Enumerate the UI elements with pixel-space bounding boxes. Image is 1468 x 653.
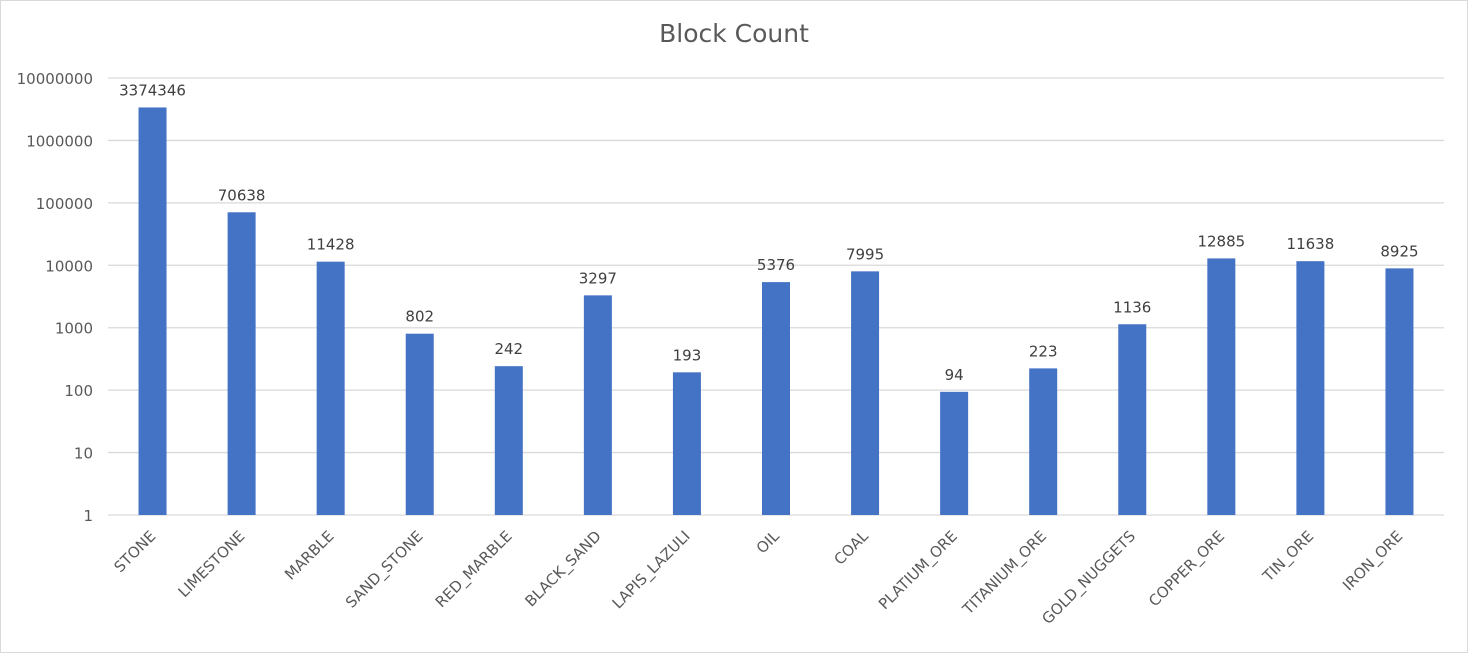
bar	[1207, 258, 1236, 515]
y-tick-label: 10000	[45, 257, 93, 275]
x-tick-label: OIL	[753, 527, 784, 558]
y-tick-label: 100000	[36, 195, 93, 213]
x-tick-label: COAL	[830, 527, 872, 569]
x-tick-label: PLATIUM_ORE	[875, 527, 962, 614]
x-tick-label: BLACK_SAND	[522, 527, 606, 611]
x-tick-label: LIMESTONE	[175, 527, 249, 601]
bar	[316, 261, 345, 515]
data-label: 242	[494, 340, 523, 358]
data-label: 193	[673, 346, 702, 364]
x-tick-label: SAND_STONE	[342, 527, 427, 612]
bars	[138, 107, 1414, 516]
x-axis-tick-labels: STONE LIMESTONE MARBLE SAND_STONE RED_MARBLE…	[110, 527, 1407, 629]
chart-title: Block Count	[659, 19, 809, 48]
x-tick-label: COPPER_ORE	[1145, 527, 1229, 611]
y-tick-label: 10	[74, 445, 93, 463]
bar	[1296, 261, 1325, 515]
bar	[583, 295, 612, 515]
y-tick-label: 10000000	[17, 70, 93, 88]
x-tick-label: LAPIS_LAZULI	[609, 527, 695, 613]
y-tick-label: 100	[64, 382, 93, 400]
data-label: 11428	[307, 236, 355, 254]
x-tick-label: STONE	[110, 527, 159, 576]
data-label: 5376	[757, 256, 795, 274]
bar	[940, 391, 969, 515]
data-label: 802	[405, 308, 434, 326]
bar	[227, 212, 256, 515]
data-label: 7995	[846, 245, 884, 263]
data-label: 1136	[1113, 298, 1151, 316]
x-tick-label: TIN_ORE	[1259, 527, 1318, 586]
data-label: 12885	[1197, 232, 1245, 250]
bar	[138, 107, 167, 516]
data-label: 3297	[579, 269, 617, 287]
data-label: 3374346	[119, 81, 186, 99]
bar	[405, 333, 434, 515]
x-tick-label: IRON_ORE	[1339, 527, 1407, 595]
bar	[1118, 324, 1147, 515]
y-tick-label: 1000000	[26, 132, 93, 150]
bar	[1029, 368, 1058, 515]
data-label: 223	[1029, 342, 1058, 360]
data-label: 70638	[218, 186, 266, 204]
y-tick-label: 1	[83, 507, 93, 525]
bar	[851, 271, 880, 515]
data-labels: 3374346 70638 11428 802 242 3297 193 5376 7995 94…	[119, 81, 1418, 383]
x-tick-label: RED_MARBLE	[432, 527, 517, 612]
x-tick-label: MARBLE	[281, 527, 337, 583]
x-tick-label: GOLD_NUGGETS	[1038, 527, 1139, 628]
y-tick-label: 1000	[55, 320, 93, 338]
data-label: 11638	[1287, 235, 1335, 253]
y-axis-tick-labels: 1 10 100 1000 10000 100000 1000000 10000000	[17, 70, 93, 525]
bar	[1385, 268, 1414, 515]
bar	[494, 366, 523, 515]
data-label: 8925	[1380, 242, 1418, 260]
x-tick-label: TITANIUM_ORE	[958, 527, 1050, 619]
bar	[762, 282, 790, 515]
data-label: 94	[945, 366, 964, 384]
bar	[672, 372, 701, 515]
